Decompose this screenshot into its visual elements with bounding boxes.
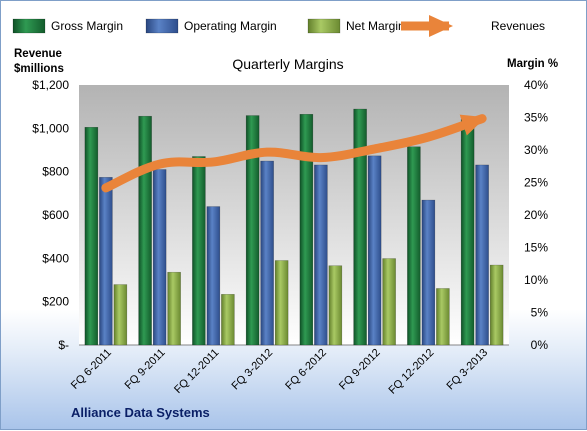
right-tick-label: 35%	[524, 111, 548, 125]
legend-label-operating-margin: Operating Margin	[184, 19, 277, 33]
bar-gross-margin	[85, 127, 98, 345]
category-label: FQ 6-2012	[283, 347, 329, 393]
bar-net-margin	[114, 285, 127, 345]
chart-title: Quarterly Margins	[232, 56, 343, 72]
bar-gross-margin	[192, 157, 205, 346]
left-tick-label: $-	[58, 338, 69, 352]
right-tick-label: 30%	[524, 143, 548, 157]
bar-net-margin	[221, 294, 234, 345]
bar-net-margin	[329, 266, 342, 345]
right-axis-ticks: 0% 5% 10% 15% 20% 25% 30% 35% 40%	[524, 78, 548, 352]
right-tick-label: 10%	[524, 273, 548, 287]
bar-net-margin	[275, 261, 288, 346]
left-axis-ticks: $- $200 $400 $600 $800 $1,000 $1,200	[32, 78, 69, 352]
left-tick-label: $200	[42, 295, 69, 309]
bar-operating-margin	[261, 161, 274, 345]
right-axis-title: Margin %	[507, 58, 558, 70]
right-tick-label: 5%	[531, 306, 549, 320]
right-tick-label: 25%	[524, 176, 548, 190]
company-label: Alliance Data Systems	[71, 405, 210, 420]
bar-net-margin	[490, 265, 503, 345]
bar-net-margin	[168, 272, 181, 345]
bar-gross-margin	[461, 119, 474, 345]
legend-label-gross-margin: Gross Margin	[51, 19, 123, 33]
category-label: FQ 12-2012	[387, 347, 437, 397]
left-tick-label: $400	[42, 251, 69, 265]
bar-operating-margin	[422, 200, 435, 345]
left-axis-title-line-1: Revenue	[14, 48, 62, 60]
left-tick-label: $1,000	[32, 121, 69, 135]
legend-label-net-margin: Net Margin	[346, 19, 405, 33]
right-tick-label: 0%	[531, 338, 549, 352]
legend: Gross Margin Operating Margin Net Margin Re…	[13, 19, 545, 33]
category-label: FQ 9-2011	[123, 347, 168, 392]
bar-operating-margin	[368, 156, 381, 345]
category-label: FQ 3-2012	[230, 347, 276, 393]
bar-operating-margin	[153, 170, 166, 346]
bar-gross-margin	[407, 147, 420, 345]
legend-swatch-net-margin	[308, 19, 340, 33]
bar-gross-margin	[139, 116, 152, 345]
legend-label-revenues: Revenues	[491, 19, 545, 33]
left-axis-title-line-2: $millions	[14, 63, 64, 75]
bar-gross-margin	[300, 114, 313, 345]
right-tick-label: 20%	[524, 208, 548, 222]
bar-net-margin	[383, 259, 396, 345]
category-label: FQ 3-2013	[445, 347, 491, 393]
category-label: FQ 12-2011	[172, 347, 221, 396]
bar-operating-margin	[207, 207, 220, 345]
category-label: FQ 6-2011	[69, 347, 114, 392]
category-label: FQ 9-2012	[337, 347, 383, 393]
bar-operating-margin	[99, 177, 112, 345]
left-tick-label: $600	[42, 208, 69, 222]
bar-operating-margin	[476, 165, 489, 345]
bar-operating-margin	[314, 165, 327, 345]
bar-net-margin	[436, 288, 449, 345]
bar-gross-margin	[354, 109, 367, 345]
right-tick-label: 40%	[524, 78, 548, 92]
left-tick-label: $800	[42, 165, 69, 179]
legend-swatch-operating-margin	[146, 19, 178, 33]
right-tick-label: 15%	[524, 241, 548, 255]
legend-swatch-gross-margin	[13, 19, 45, 33]
left-tick-label: $1,200	[32, 78, 69, 92]
